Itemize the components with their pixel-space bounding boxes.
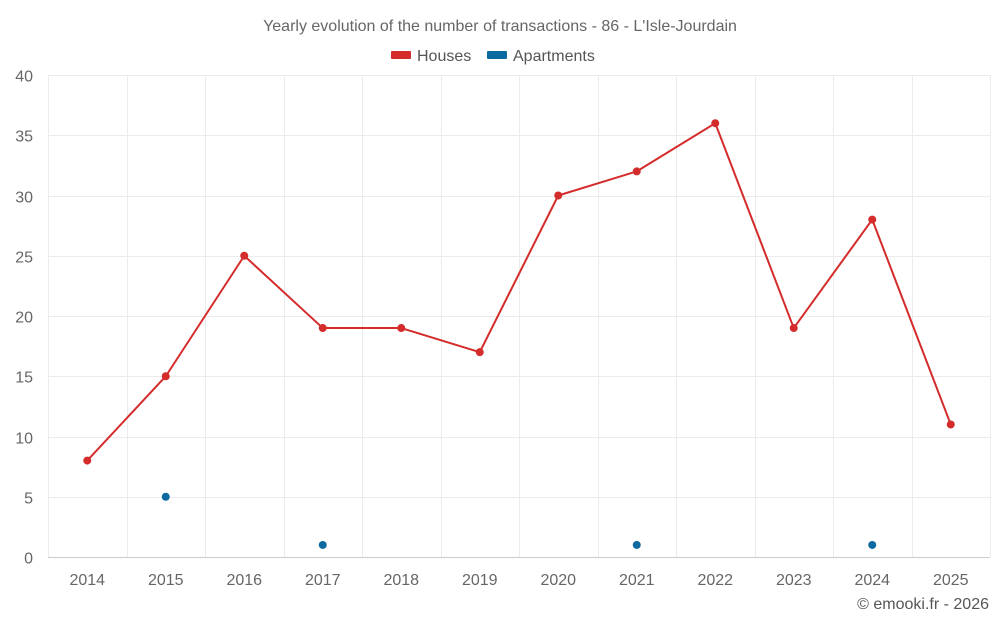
- data-point-apartments-2021[interactable]: [632, 540, 641, 549]
- data-point-houses-2022[interactable]: [711, 119, 720, 128]
- x-axis-ticks: 2014 2015 2016 2017 2018 2019 2020 2021 2022 2023…: [69, 572, 968, 589]
- legend-item-houses[interactable]: Houses: [391, 48, 471, 65]
- legend-swatch-houses: [391, 51, 411, 59]
- data-point-houses-2017[interactable]: [318, 324, 327, 333]
- grid: [48, 75, 991, 557]
- credit-text: © emooki.fr - 2026: [857, 596, 989, 613]
- y-tick-label: 40: [15, 69, 33, 86]
- y-tick-label: 25: [15, 250, 33, 267]
- data-point-houses-2018[interactable]: [397, 324, 406, 333]
- data-point-houses-2015[interactable]: [161, 372, 170, 381]
- x-tick-label: 2024: [854, 572, 890, 589]
- data-point-houses-2016[interactable]: [240, 251, 249, 260]
- legend-swatch-apartments: [487, 51, 507, 59]
- series-layer: [83, 119, 955, 549]
- legend-item-apartments[interactable]: Apartments: [487, 48, 595, 65]
- x-tick-label: 2018: [383, 572, 419, 589]
- x-tick-label: 2022: [697, 572, 733, 589]
- data-point-houses-2019[interactable]: [475, 348, 484, 357]
- data-point-apartments-2017[interactable]: [318, 540, 327, 549]
- x-tick-label: 2017: [305, 572, 341, 589]
- data-point-houses-2023[interactable]: [789, 324, 798, 333]
- y-tick-label: 30: [15, 190, 33, 207]
- x-tick-label: 2019: [462, 572, 498, 589]
- y-tick-label: 5: [24, 491, 33, 508]
- y-tick-label: 10: [15, 431, 33, 448]
- y-axis-ticks: 0 5 10 15 20 25 30 35 40: [15, 69, 33, 568]
- x-tick-label: 2015: [148, 572, 184, 589]
- series-apartments: [161, 492, 877, 549]
- y-tick-label: 0: [24, 551, 33, 568]
- x-tick-label: 2020: [540, 572, 576, 589]
- chart-title: Yearly evolution of the number of transa…: [263, 18, 737, 35]
- data-point-houses-2021[interactable]: [632, 167, 641, 176]
- data-point-houses-2014[interactable]: [83, 456, 92, 465]
- data-point-apartments-2015[interactable]: [161, 492, 170, 501]
- y-tick-label: 15: [15, 370, 33, 387]
- x-tick-label: 2025: [933, 572, 969, 589]
- x-tick-label: 2023: [776, 572, 812, 589]
- series-houses: [83, 119, 955, 465]
- y-tick-label: 35: [15, 129, 33, 146]
- data-point-houses-2025[interactable]: [946, 420, 955, 429]
- legend-label-apartments: Apartments: [513, 48, 595, 65]
- data-point-houses-2020[interactable]: [554, 191, 563, 200]
- data-point-apartments-2024[interactable]: [868, 540, 877, 549]
- data-point-houses-2024[interactable]: [868, 215, 877, 224]
- y-tick-label: 20: [15, 310, 33, 327]
- x-tick-label: 2014: [69, 572, 105, 589]
- series-line-houses: [86, 122, 952, 462]
- x-tick-label: 2021: [619, 572, 655, 589]
- x-tick-label: 2016: [226, 572, 262, 589]
- legend-label-houses: Houses: [417, 48, 471, 65]
- legend: Houses Apartments: [391, 48, 595, 65]
